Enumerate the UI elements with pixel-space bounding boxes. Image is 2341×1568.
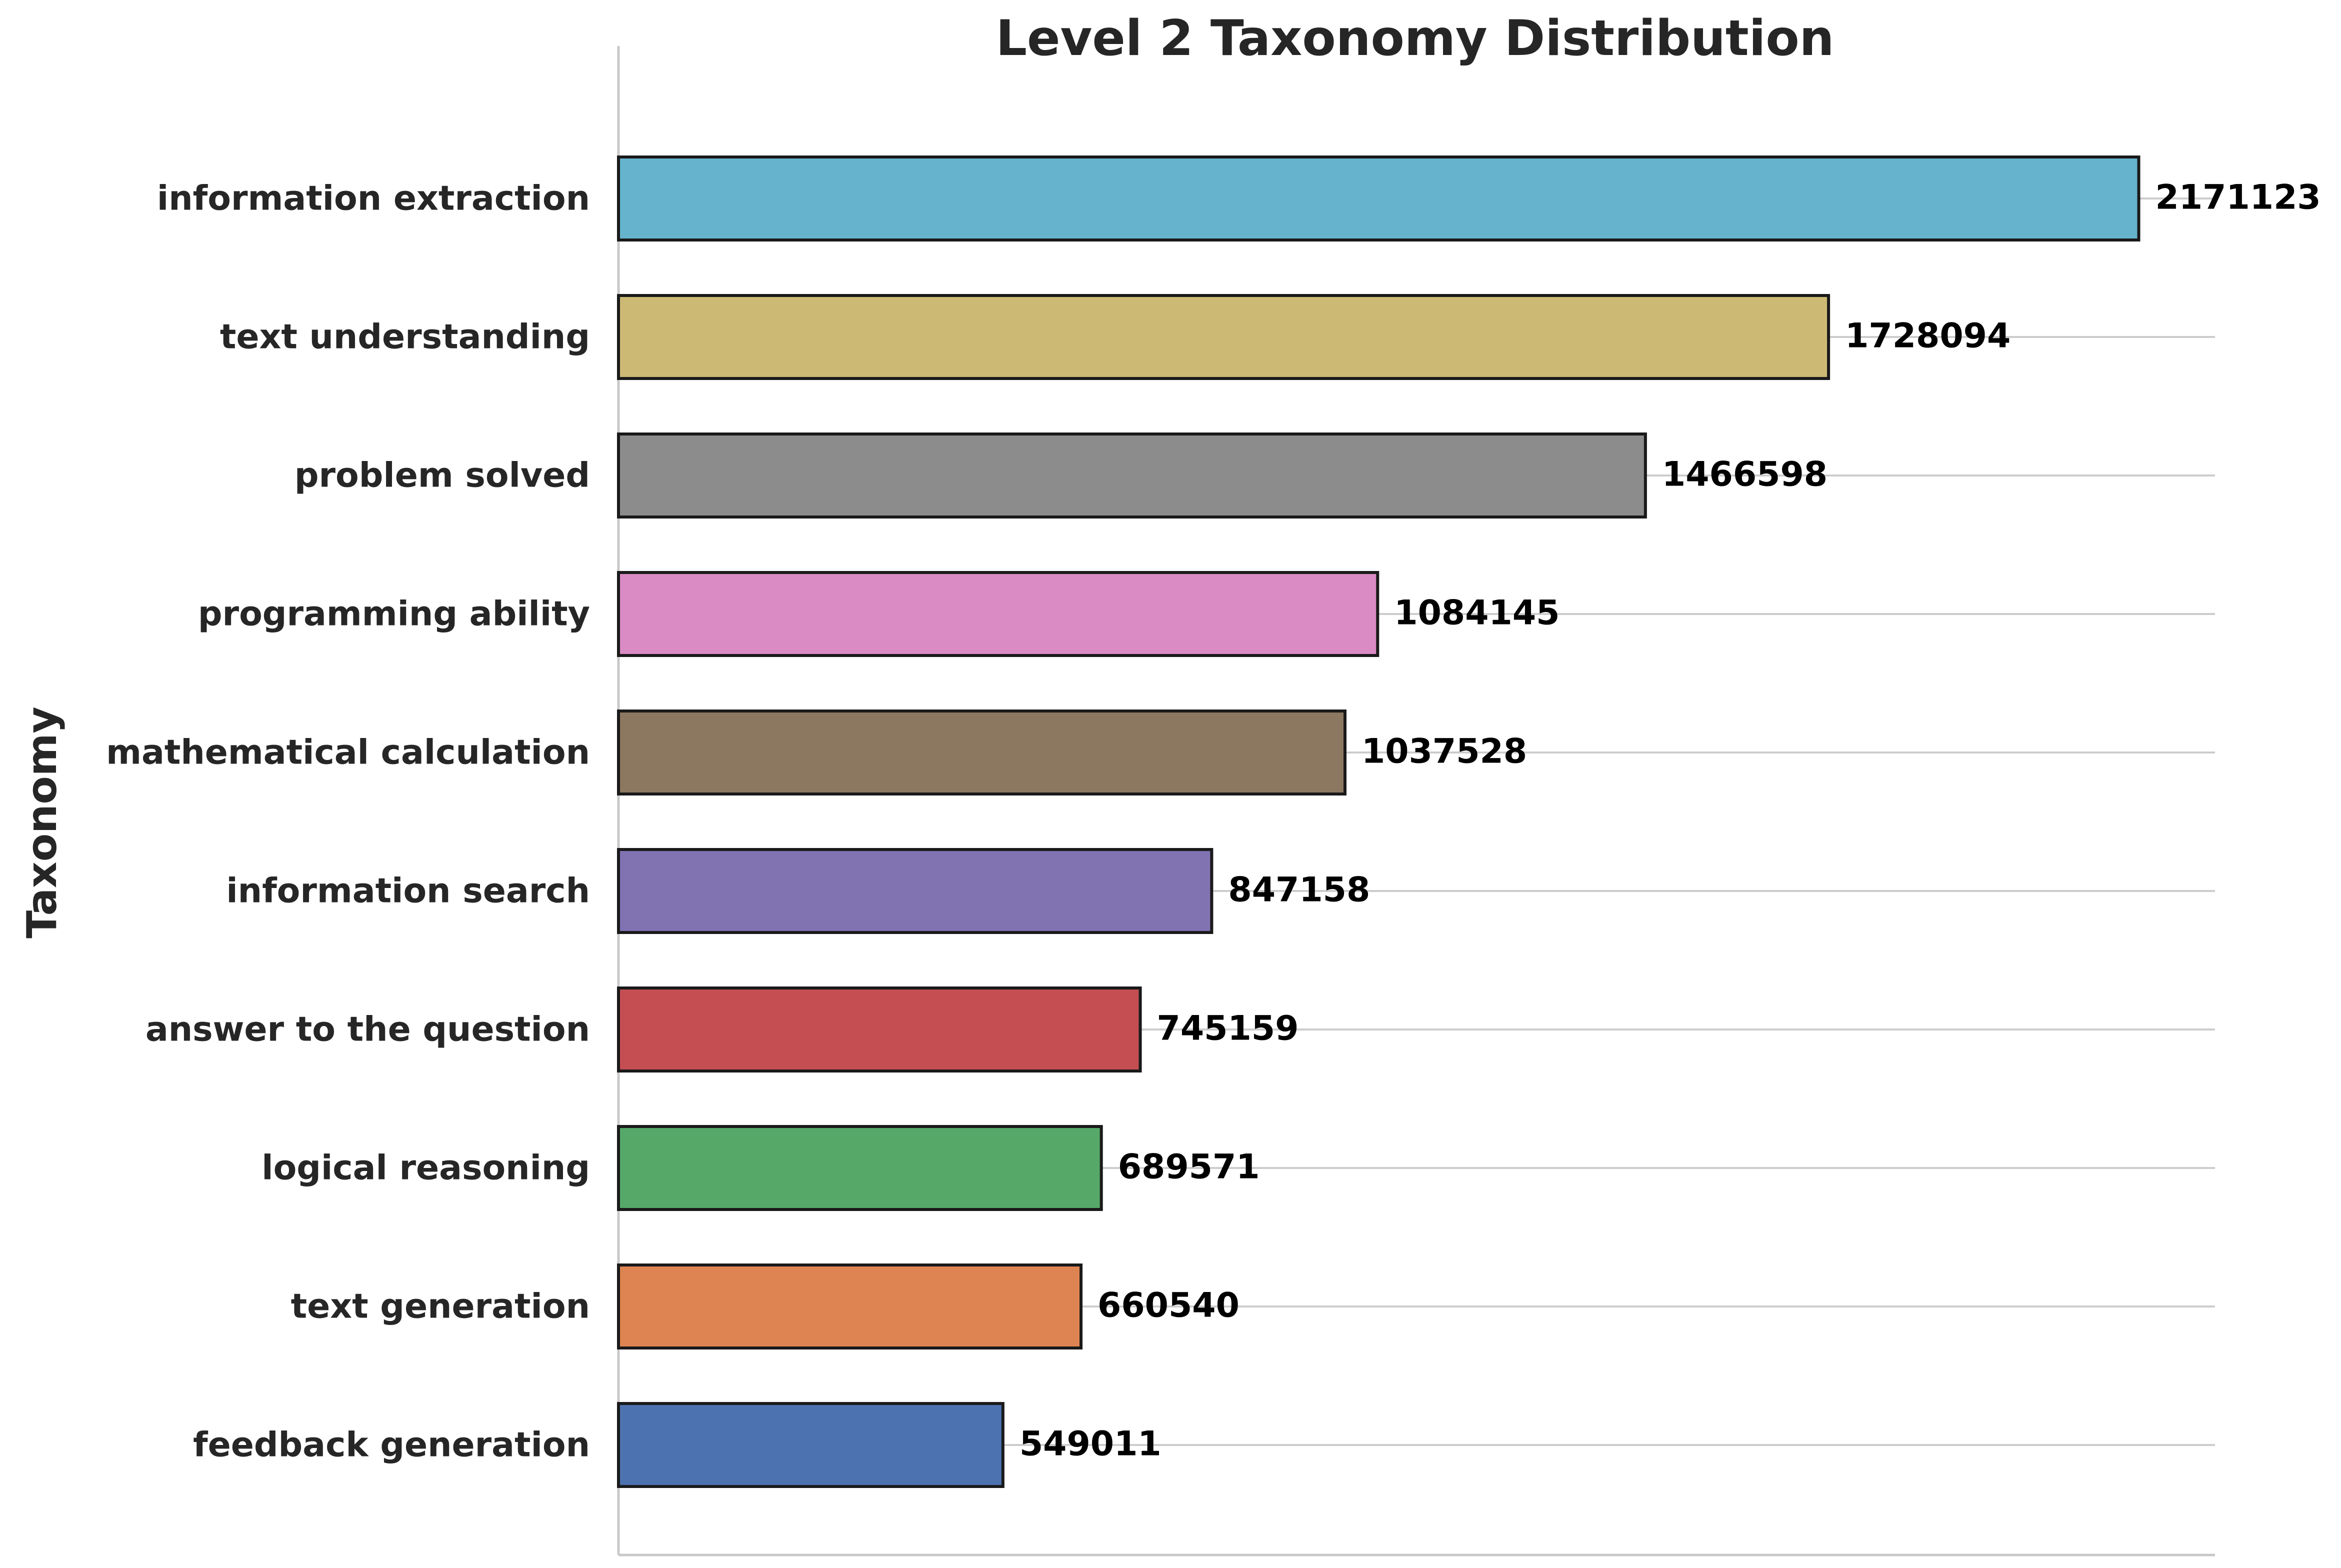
category-tick-label: text understanding — [220, 318, 590, 357]
bar — [617, 156, 2140, 242]
category-tick-label: problem solved — [294, 456, 590, 496]
category-tick-label: feedback generation — [193, 1426, 590, 1465]
bar-value-label: 1728094 — [1845, 316, 2010, 356]
bar-value-label: 1466598 — [1662, 455, 1828, 494]
bar — [617, 1125, 1103, 1211]
category-tick-label: answer to the question — [146, 1010, 590, 1050]
bars — [617, 156, 2140, 1488]
chart-title: Level 2 Taxonomy Distribution — [996, 10, 1834, 67]
value-labels: 2171123 1728094 1466598 1084145 1037528 84715… — [1020, 178, 2321, 1464]
bar — [617, 710, 1346, 796]
bar-value-label: 2171123 — [2156, 178, 2321, 218]
category-tick-label: information search — [226, 872, 590, 911]
category-tick-label: mathematical calculation — [106, 733, 590, 772]
bar — [617, 1402, 1004, 1488]
bar — [617, 571, 1380, 657]
bar — [617, 294, 1830, 380]
bar-value-label: 660540 — [1098, 1286, 1240, 1326]
category-tick-label: logical reasoning — [262, 1148, 590, 1188]
category-labels: information extraction text understanding… — [106, 179, 590, 1465]
bar-value-label: 1037528 — [1362, 732, 1527, 772]
bar — [617, 848, 1214, 934]
bar-value-label: 745159 — [1157, 1009, 1299, 1048]
y-axis-label: Taxonomy — [18, 706, 66, 938]
bar-value-label: 689571 — [1118, 1148, 1260, 1187]
bar-value-label: 549011 — [1020, 1424, 1162, 1464]
bar — [617, 986, 1142, 1072]
bar — [617, 1264, 1083, 1350]
category-tick-label: programming ability — [198, 594, 590, 634]
bar-value-label: 847158 — [1228, 870, 1370, 910]
category-tick-label: information extraction — [157, 179, 590, 218]
bar-value-label: 1084145 — [1394, 594, 1560, 633]
bar — [617, 432, 1647, 518]
category-tick-label: text generation — [291, 1287, 590, 1326]
